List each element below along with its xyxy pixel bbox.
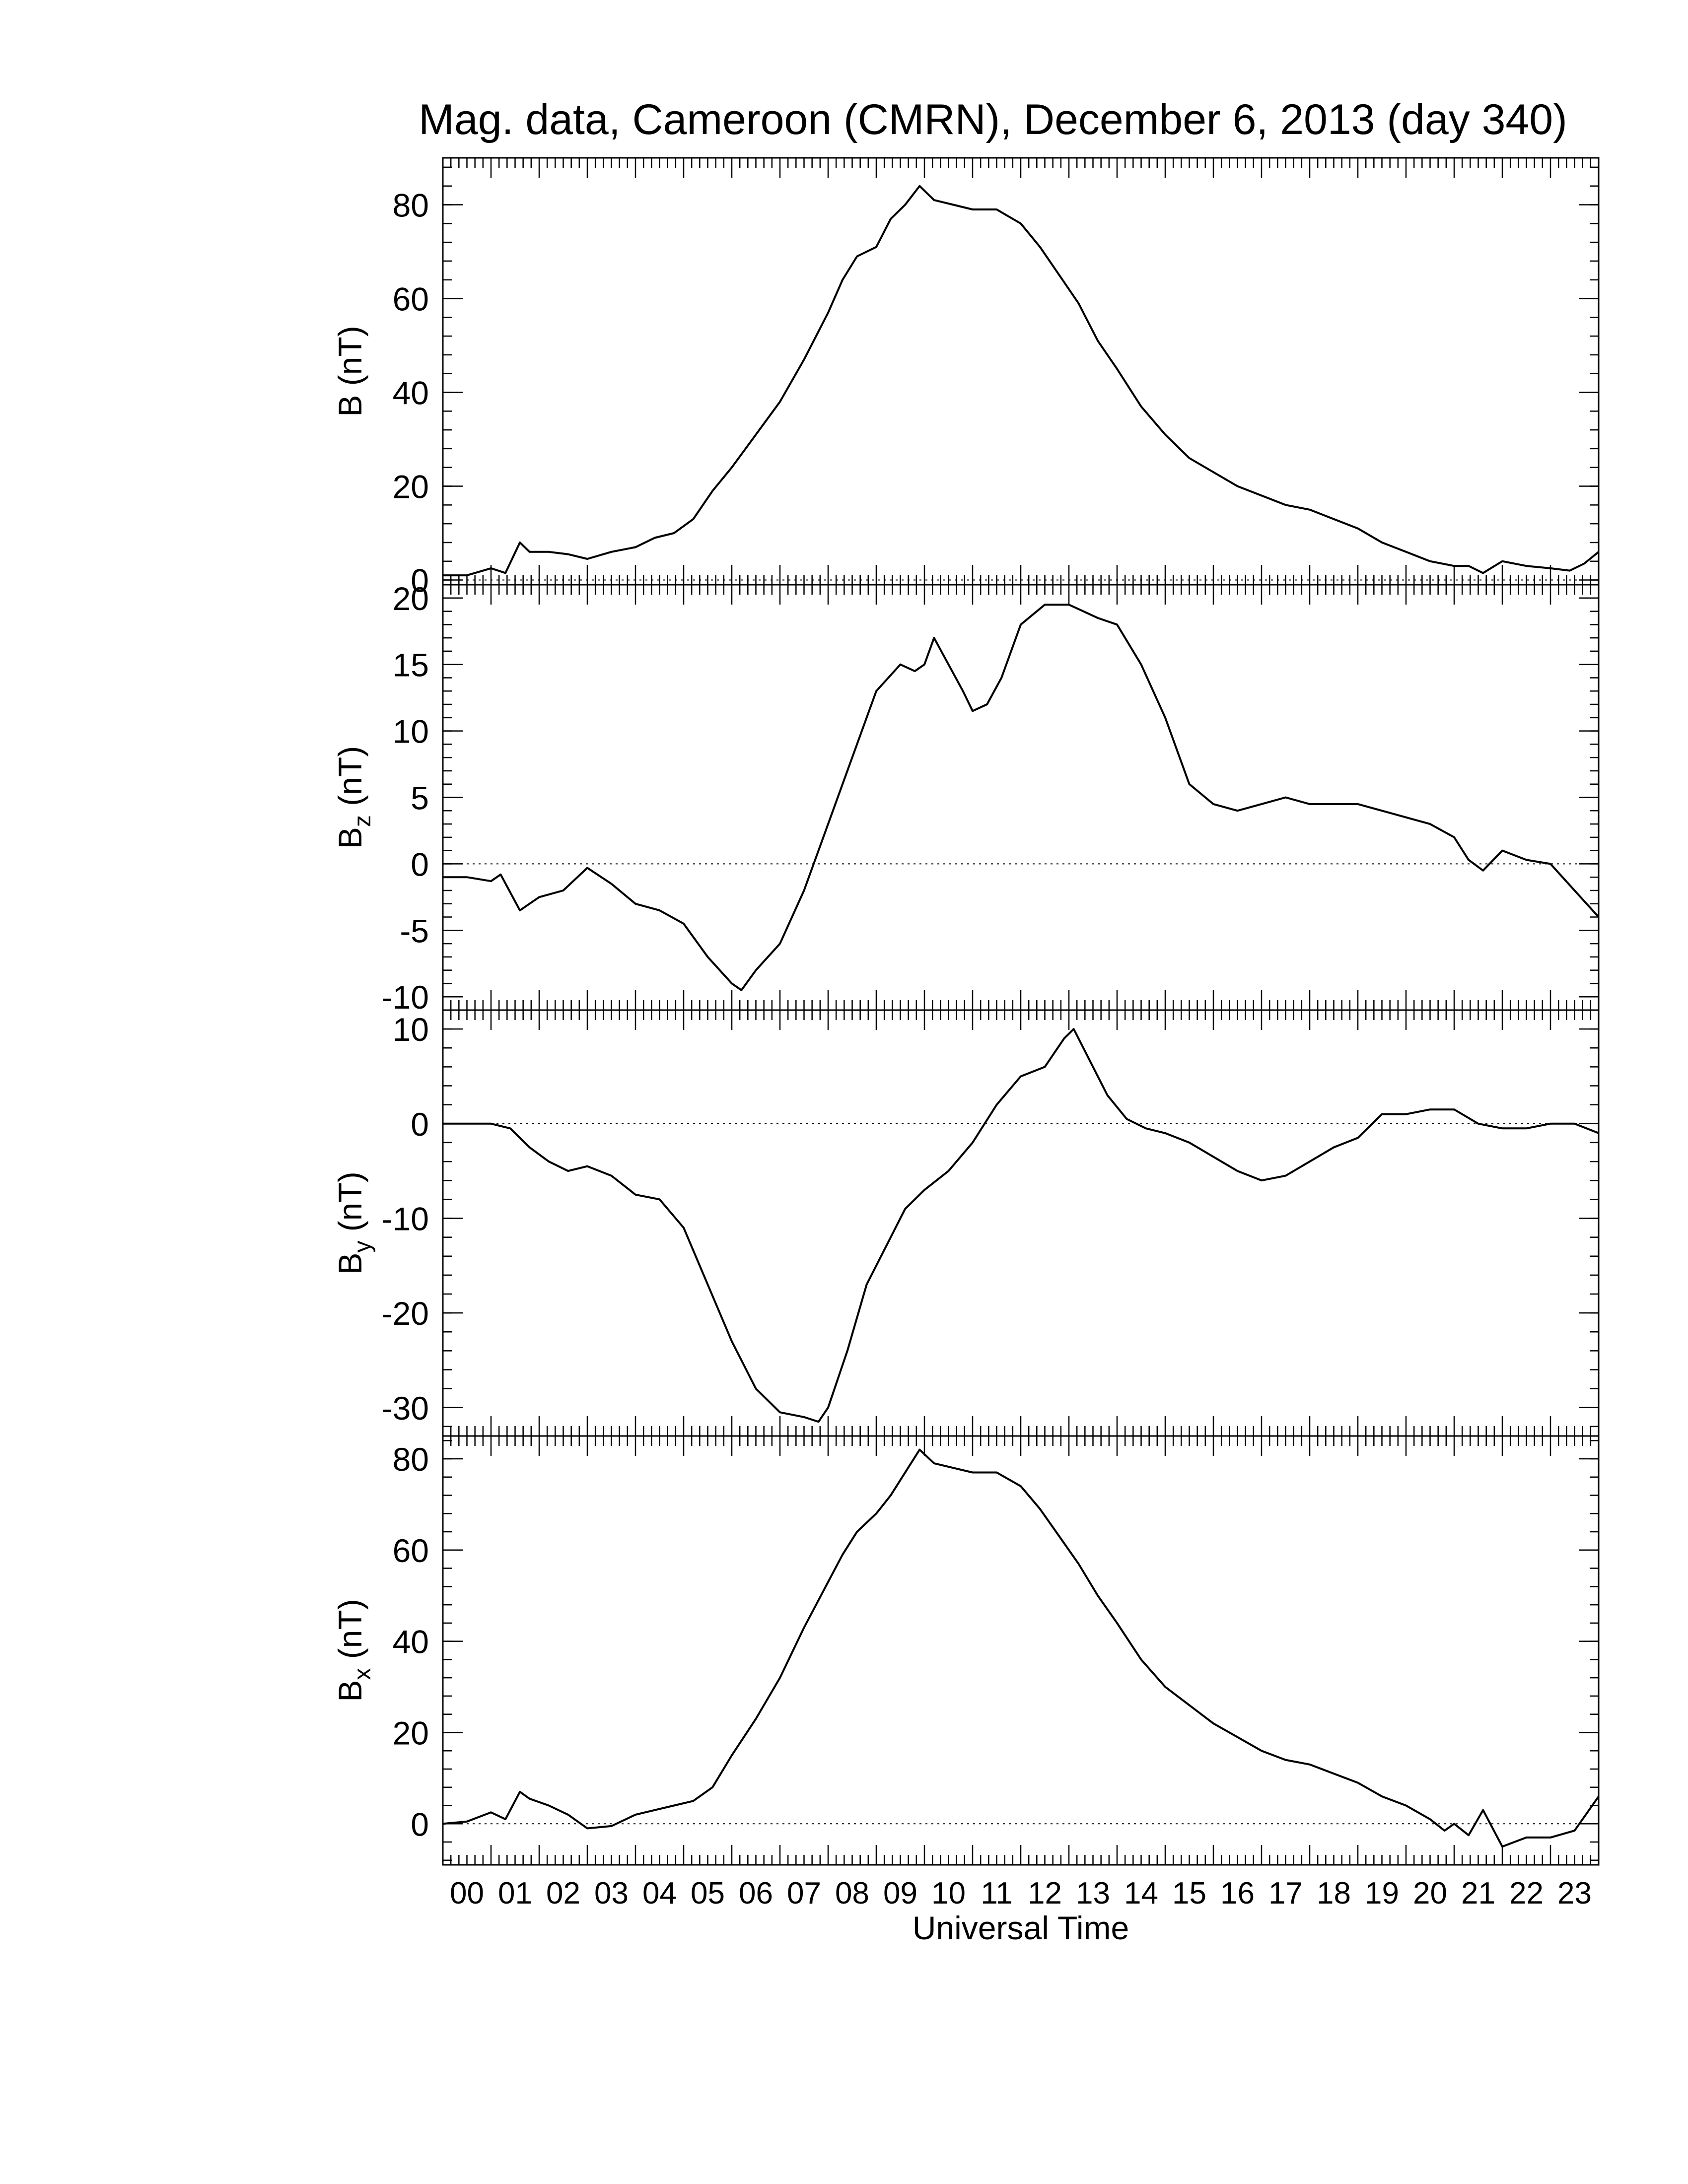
y-tick-label: -30 [382,1390,429,1427]
panel-Bx: 0 20 40 60 80 Bx (nT) 00 01 02 03 04 05 06 07 08 09 10 11… [332,1435,1600,1946]
x-tick-label: 18 [1317,1876,1351,1911]
series-line-Bx [442,1448,1600,1848]
plot-frame [442,584,1600,1011]
y-axis-label-main: B [332,395,368,417]
x-tick-label: 23 [1557,1876,1592,1911]
y-axis-label: B (nT) [332,326,368,416]
y-axis-label-subscript: y [350,1241,376,1253]
x-tick-label: 21 [1461,1876,1495,1911]
x-tick-label: 22 [1509,1876,1544,1911]
y-tick-label: 10 [393,713,429,750]
x-tick-label: 15 [1172,1876,1206,1911]
y-axis-label-subscript: x [350,1668,376,1680]
x-tick-label: 00 [450,1876,484,1911]
chart-title: Mag. data, Cameroon (CMRN), December 6, … [419,96,1567,143]
x-tick-label: 01 [498,1876,532,1911]
panel-Bz: -10 -5 0 5 10 15 20 Bz (nT) [332,580,1600,1016]
y-axis-label-main: B [332,1680,368,1702]
x-tick-label: 06 [739,1876,773,1911]
x-axis-label: Universal Time [913,1910,1129,1946]
x-tick-label: 05 [691,1876,725,1911]
y-tick-label: 60 [393,281,429,318]
x-tick-label: 11 [981,1876,1012,1911]
y-tick-label: 5 [411,780,429,817]
x-tick-label: 20 [1413,1876,1447,1911]
x-tick-label: 12 [1028,1876,1062,1911]
y-tick-label: 20 [393,580,429,617]
plot-frame [442,1009,1600,1437]
y-tick-label: 20 [393,469,429,505]
x-tick-label: 07 [787,1876,821,1911]
y-tick-label: 15 [393,647,429,683]
y-tick-label: 0 [411,1806,429,1843]
series-line-By [443,1028,1599,1423]
x-tick-label: 19 [1365,1876,1399,1911]
y-tick-label: 0 [411,1106,429,1143]
y-tick-label: -10 [382,1200,429,1237]
series-line-Bz [443,604,1600,991]
y-tick-label: 40 [393,375,429,411]
x-tick-label: 08 [835,1876,869,1911]
y-axis-label-unit: (nT) [332,326,368,395]
y-tick-label: 40 [393,1624,429,1660]
x-tick-label: 14 [1124,1876,1158,1911]
y-axis-label: By (nT) [332,1171,376,1274]
series-line-B [443,185,1600,577]
x-tick-label: 02 [546,1876,580,1911]
y-tick-label: -20 [382,1295,429,1332]
y-tick-label: 0 [411,846,429,883]
y-axis-label: Bx (nT) [332,1599,376,1702]
panel-B: 0 20 40 60 80 B (nT) [332,157,1600,599]
y-tick-label: 0 [411,562,429,599]
panel-By: -30 -20 -10 0 10 By (nT) [332,1009,1600,1437]
y-axis-label-unit: (nT) [332,1171,368,1240]
plot-frame [442,157,1600,586]
y-axis-label-main: B [332,827,368,849]
y-axis-label-unit: (nT) [332,746,368,815]
x-tick-label: 04 [642,1876,677,1911]
y-tick-label: 10 [393,1011,429,1048]
x-tick-label: 16 [1220,1876,1255,1911]
x-tick-label: 09 [883,1876,917,1911]
y-tick-label: 20 [393,1714,429,1751]
x-tick-label: 03 [594,1876,629,1911]
x-tick-label: 10 [931,1876,966,1911]
plot-frame [442,1435,1600,1866]
x-tick-label: 17 [1268,1876,1303,1911]
y-axis-label-unit: (nT) [332,1599,368,1668]
y-tick-label: -10 [382,979,429,1016]
y-tick-label: -5 [400,912,429,949]
y-axis-label: Bz (nT) [332,746,376,849]
y-tick-label: 60 [393,1532,429,1569]
y-axis-label-main: B [332,1253,368,1275]
y-tick-label: 80 [393,1441,429,1478]
x-tick-label: 13 [1076,1876,1110,1911]
y-axis-label-subscript: z [350,815,376,827]
y-tick-label: 80 [393,187,429,224]
